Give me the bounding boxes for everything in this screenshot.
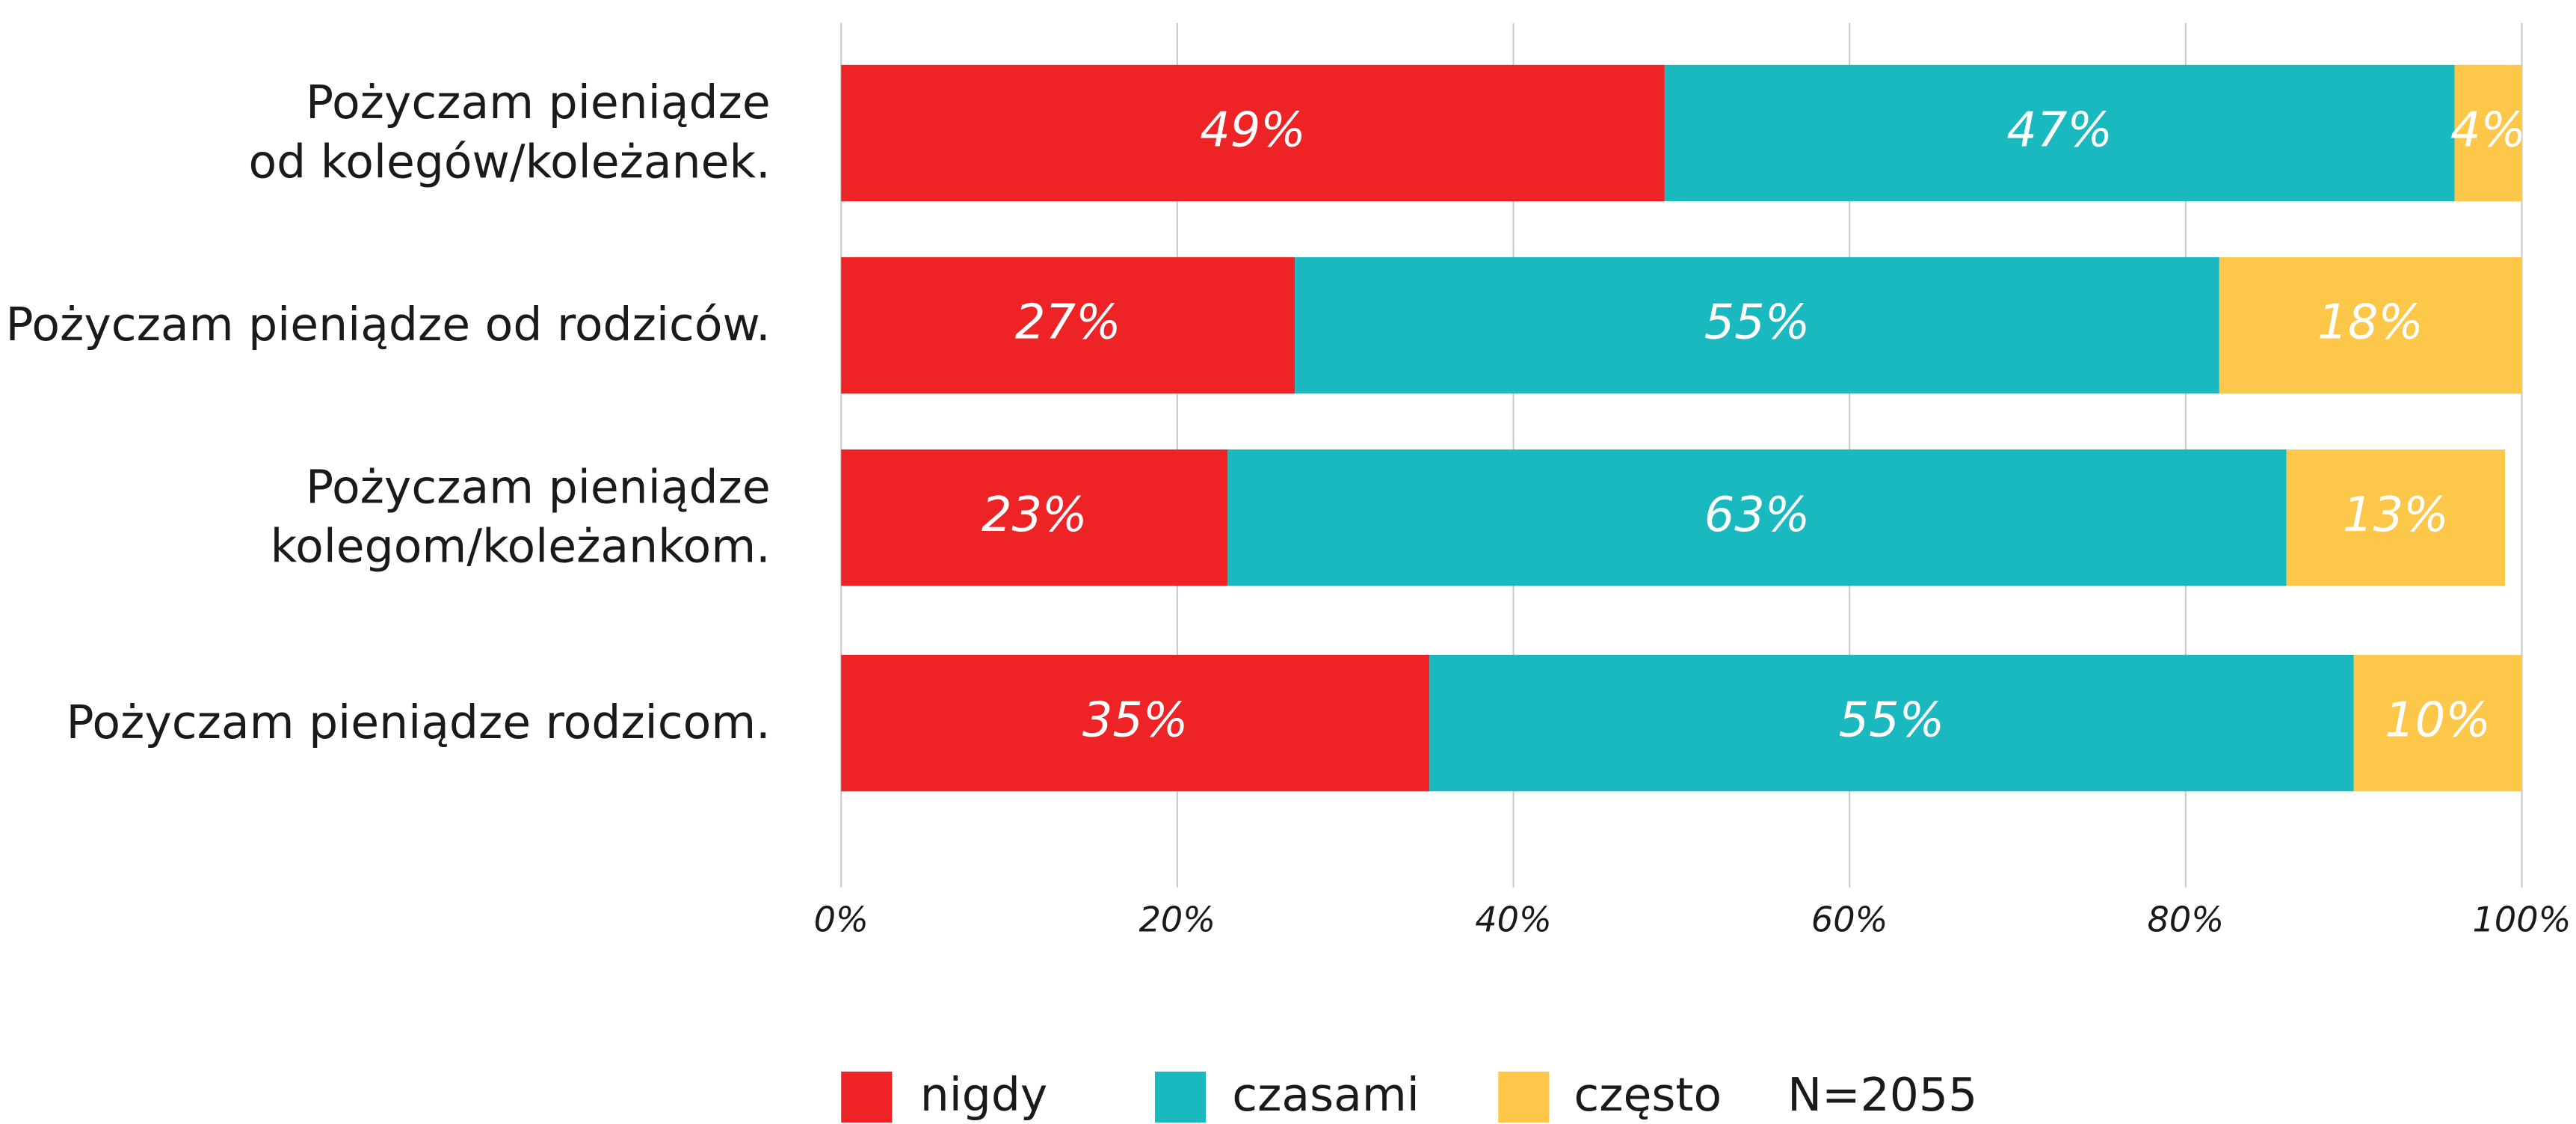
value-label: 47% (2006, 103, 2113, 159)
bar-segment (1227, 449, 2287, 586)
bar-segment (2286, 449, 2505, 586)
value-label: 35% (1082, 693, 1189, 749)
x-tick-label: 80% (2148, 899, 2225, 939)
value-label: 18% (2317, 295, 2424, 351)
value-label: 27% (1015, 295, 1121, 351)
bar-segment (2219, 257, 2522, 394)
x-tick-label: 0% (814, 899, 869, 939)
bar-segment (1664, 64, 2455, 202)
legend-label: czasami (1232, 1068, 1420, 1122)
value-label: 4% (2450, 103, 2526, 159)
legend-swatch (1154, 1071, 1207, 1123)
bar-segment (841, 64, 1665, 202)
category-label: Pożyczam pieniądze od kolegów/koleżanek. (248, 76, 771, 189)
value-label: 49% (1200, 103, 1306, 159)
x-tick-label: 20% (1139, 899, 1216, 939)
bar-segment (2454, 64, 2522, 202)
x-tick-label: 40% (1475, 899, 1552, 939)
bar-segment (2353, 654, 2522, 792)
value-label: 63% (1704, 488, 1811, 543)
legend-swatch (841, 1071, 893, 1123)
value-label: 55% (1704, 295, 1811, 351)
legend-label: nigdy (920, 1068, 1048, 1122)
value-label: 13% (2343, 488, 2449, 543)
legend-swatch (1498, 1071, 1550, 1123)
x-tick-label: 60% (1811, 899, 1888, 939)
bar-segment (841, 654, 1430, 792)
category-label: Pożyczam pieniądze kolegom/koleżankom. (270, 460, 771, 574)
category-label: Pożyczam pieniądze od rodziców. (5, 297, 771, 352)
category-label: Pożyczam pieniądze rodzicom. (66, 695, 771, 750)
value-label: 55% (1839, 693, 1945, 749)
value-label: 10% (2385, 693, 2491, 749)
annotation: N=2055 (1787, 1068, 1977, 1122)
bar-segment (841, 257, 1295, 394)
bar-segment (1429, 654, 2354, 792)
legend-label: często (1574, 1068, 1722, 1122)
value-label: 23% (982, 488, 1088, 543)
bar-segment (841, 449, 1228, 586)
bar-segment (1295, 257, 2219, 394)
x-tick-label: 100% (2473, 899, 2572, 939)
